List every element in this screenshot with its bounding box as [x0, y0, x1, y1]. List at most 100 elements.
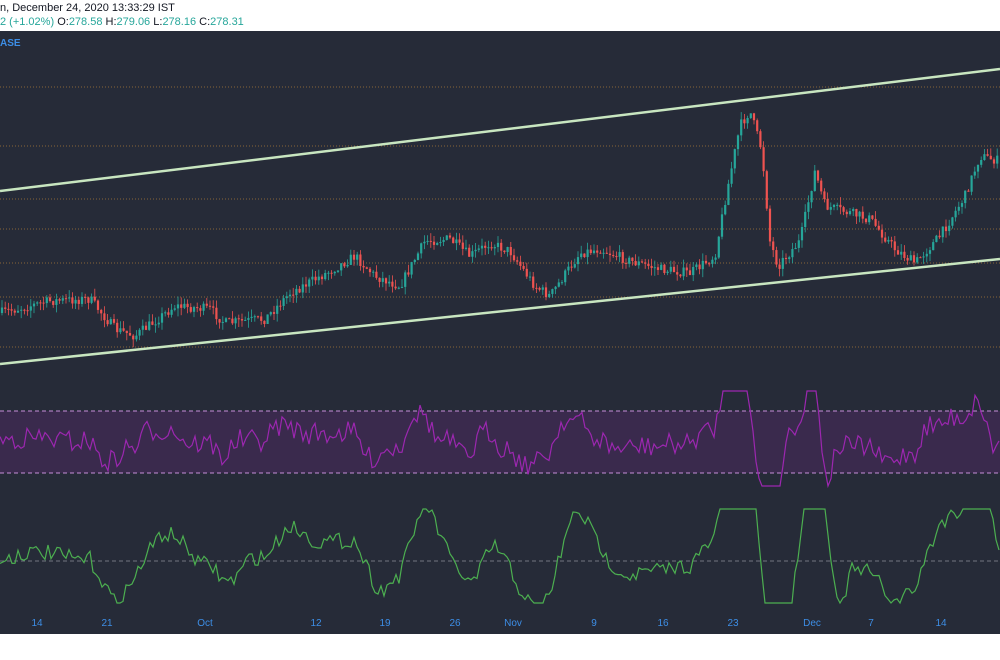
candle-body	[173, 308, 176, 310]
chart-canvas[interactable]: 14 21 Oct 12 19 26 Nov 9 16 23 Dec 7 14	[0, 31, 1000, 634]
symbol-timestamp: n, December 24, 2020 13:33:29 IST	[0, 2, 175, 14]
candle-body	[967, 190, 970, 192]
candle-body	[759, 131, 762, 148]
candle-body	[964, 190, 967, 204]
candle-body	[848, 211, 852, 215]
candle-body	[989, 155, 992, 160]
candle-body	[839, 204, 842, 208]
candle-body	[16, 310, 20, 313]
candle-body	[880, 229, 884, 238]
candle-body	[61, 298, 64, 301]
candlestick-series	[0, 112, 999, 348]
candle-body	[132, 335, 135, 340]
candle-body	[756, 120, 759, 132]
candle-body	[196, 307, 199, 309]
candle-body	[343, 263, 346, 267]
header-bar: n, December 24, 2020 13:33:29 IST 2 (+1.…	[0, 0, 1000, 31]
candle-body	[730, 168, 733, 184]
candle-body	[960, 203, 964, 207]
candle-body	[228, 318, 231, 320]
candle-body	[532, 276, 535, 288]
x-tick-label: 21	[101, 618, 113, 629]
symbol-label: ASE	[0, 38, 21, 49]
candle-body	[983, 154, 986, 161]
candle-body	[23, 309, 26, 311]
candle-body	[474, 249, 477, 252]
x-tick-label: 9	[591, 618, 597, 629]
candle-body	[506, 246, 509, 253]
candle-body	[388, 281, 391, 284]
candle-body	[432, 241, 436, 245]
candle-body	[340, 263, 343, 271]
candle-body	[647, 263, 650, 266]
candle-body	[250, 316, 253, 318]
candle-body	[826, 199, 829, 210]
candle-body	[551, 289, 554, 294]
candle-body	[672, 266, 676, 273]
candle-body	[996, 155, 999, 164]
candle-body	[541, 287, 544, 290]
candle-body	[285, 296, 288, 299]
candle-body	[356, 254, 359, 260]
candle-body	[58, 299, 61, 301]
candle-body	[973, 171, 976, 176]
candle-body	[109, 319, 112, 325]
candle-body	[925, 253, 928, 257]
candle-body	[314, 276, 317, 281]
candle-body	[308, 279, 311, 287]
candle-body	[288, 294, 292, 297]
candle-body	[119, 328, 122, 333]
candle-body	[212, 306, 215, 308]
candle-body	[112, 319, 116, 323]
candle-body	[439, 242, 442, 244]
candle-body	[324, 272, 327, 280]
candle-body	[413, 259, 416, 263]
candle-body	[957, 206, 960, 211]
candle-body	[656, 267, 660, 270]
candle-body	[266, 314, 269, 324]
candle-body	[583, 253, 586, 258]
candle-body	[148, 321, 151, 330]
candle-body	[71, 297, 74, 304]
candle-body	[781, 257, 784, 269]
candle-body	[970, 175, 973, 192]
candle-body	[650, 265, 653, 268]
candle-body	[276, 305, 279, 314]
candle-body	[628, 257, 631, 264]
candle-body	[928, 250, 932, 254]
candle-body	[128, 333, 132, 336]
candle-body	[186, 303, 189, 308]
candle-body	[410, 262, 413, 275]
candle-body	[160, 313, 164, 323]
candle-body	[810, 191, 813, 203]
candle-body	[0, 307, 4, 313]
candle-body	[948, 225, 951, 232]
candle-body	[589, 249, 592, 254]
candle-body	[420, 243, 423, 254]
candle-body	[93, 296, 96, 301]
candle-body	[871, 215, 874, 219]
rsi-band	[0, 411, 1000, 473]
candle-body	[916, 257, 919, 263]
candle-body	[327, 272, 330, 274]
candle-body	[903, 251, 906, 258]
candle-body	[442, 239, 445, 243]
candle-body	[394, 286, 397, 289]
candle-body	[103, 313, 106, 321]
candle-body	[676, 272, 679, 275]
candle-body	[336, 270, 340, 272]
candle-body	[804, 211, 807, 228]
chart-area[interactable]: 14 21 Oct 12 19 26 Nov 9 16 23 Dec 7 14 ASE	[0, 31, 1000, 634]
candle-body	[823, 191, 826, 200]
candle-body	[269, 312, 272, 315]
candle-body	[525, 268, 528, 277]
candle-body	[605, 252, 608, 254]
candle-body	[471, 251, 474, 257]
candle-body	[167, 312, 170, 315]
candle-body	[909, 255, 912, 261]
candle-body	[407, 272, 410, 275]
candle-body	[29, 306, 32, 311]
candle-body	[333, 271, 336, 274]
x-tick-label: Nov	[504, 618, 522, 629]
candle-body	[951, 217, 954, 226]
